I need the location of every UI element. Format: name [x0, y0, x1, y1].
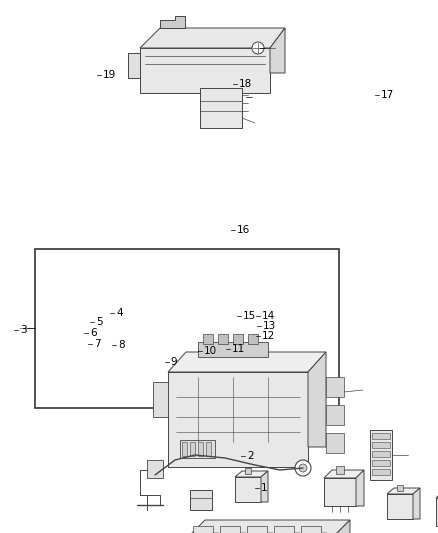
Bar [190, 490, 212, 510]
Polygon shape [235, 471, 268, 477]
Text: 4: 4 [116, 309, 123, 318]
Bar [372, 442, 390, 448]
Bar [180, 440, 215, 458]
Polygon shape [160, 16, 185, 28]
Text: 11: 11 [232, 344, 245, 354]
Bar [326, 405, 344, 425]
Bar [326, 377, 344, 397]
Bar [198, 442, 203, 456]
Bar [397, 485, 403, 491]
Bar [193, 526, 213, 533]
Polygon shape [153, 382, 168, 417]
Text: 18: 18 [239, 79, 252, 89]
Text: 17: 17 [381, 90, 394, 100]
Text: 15: 15 [243, 311, 256, 321]
Bar [220, 526, 240, 533]
Text: 16: 16 [237, 225, 250, 235]
Bar [233, 334, 243, 344]
Polygon shape [270, 28, 285, 73]
Text: 12: 12 [262, 331, 275, 341]
Bar [247, 526, 267, 533]
Bar [372, 433, 390, 439]
Polygon shape [261, 471, 268, 502]
Bar [245, 468, 251, 474]
Bar [198, 342, 268, 357]
Polygon shape [308, 352, 326, 447]
Text: 9: 9 [171, 358, 177, 367]
Bar [336, 466, 344, 474]
Bar [301, 526, 321, 533]
Bar [372, 451, 390, 457]
Bar [324, 478, 356, 506]
Polygon shape [168, 352, 326, 372]
Polygon shape [324, 470, 364, 478]
Text: 7: 7 [94, 339, 101, 349]
Polygon shape [387, 488, 420, 494]
Text: 3: 3 [20, 326, 26, 335]
Bar [200, 88, 242, 128]
Bar [190, 442, 195, 456]
Polygon shape [413, 488, 420, 519]
Text: 19: 19 [103, 70, 116, 79]
Circle shape [295, 460, 311, 476]
Text: 13: 13 [263, 321, 276, 331]
Text: 1: 1 [261, 483, 267, 492]
Text: 14: 14 [262, 311, 275, 321]
Polygon shape [128, 53, 140, 78]
Bar [203, 334, 213, 344]
Bar [387, 494, 413, 519]
Bar [140, 48, 270, 93]
Text: 10: 10 [204, 346, 217, 356]
Text: 6: 6 [90, 328, 96, 338]
Bar [436, 498, 438, 526]
Polygon shape [330, 520, 350, 533]
Polygon shape [185, 520, 350, 533]
Bar [168, 372, 308, 467]
Bar [326, 433, 344, 453]
Bar [248, 334, 258, 344]
Bar [182, 442, 187, 456]
Circle shape [252, 42, 264, 54]
Polygon shape [140, 28, 285, 48]
Bar [218, 334, 228, 344]
Polygon shape [356, 470, 364, 506]
Bar [235, 477, 261, 502]
Polygon shape [436, 490, 438, 498]
Bar [370, 430, 392, 480]
Bar [274, 526, 294, 533]
Polygon shape [147, 460, 163, 478]
Text: 2: 2 [247, 451, 254, 461]
Text: 5: 5 [96, 318, 103, 327]
Bar [35, 249, 339, 408]
Bar [206, 442, 211, 456]
Circle shape [299, 464, 307, 472]
Bar [372, 460, 390, 466]
Bar [372, 469, 390, 475]
Text: 8: 8 [118, 341, 125, 350]
